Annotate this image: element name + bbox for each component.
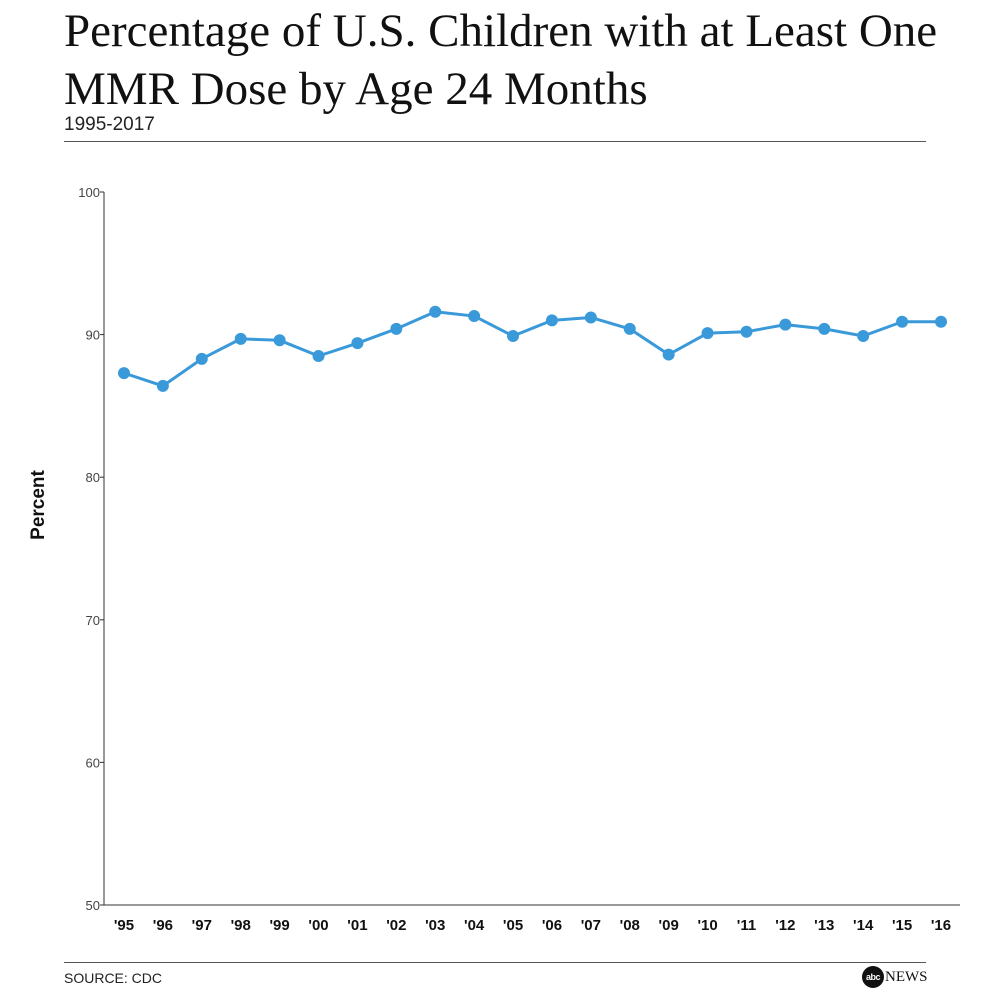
y-tick-label: 100 xyxy=(78,185,100,200)
chart-title: Percentage of U.S. Children with at Leas… xyxy=(64,5,938,115)
x-tick-label: '06 xyxy=(542,917,562,934)
data-point xyxy=(234,332,247,345)
x-tick-label: '01 xyxy=(347,917,367,934)
data-point xyxy=(507,330,520,343)
data-point xyxy=(390,322,403,335)
data-point xyxy=(935,315,947,328)
data-point xyxy=(662,348,675,361)
x-tick-label: '10 xyxy=(697,917,717,934)
top-divider xyxy=(64,141,926,142)
source-note: SOURCE: CDC xyxy=(64,970,163,986)
x-tick-label: '03 xyxy=(425,917,445,934)
abc-logo-icon: abc xyxy=(862,966,884,988)
data-point xyxy=(273,334,286,347)
abc-news-logo: abc NEWS xyxy=(862,966,928,988)
data-point xyxy=(156,379,169,392)
data-point xyxy=(623,322,636,335)
data-point xyxy=(545,314,558,327)
data-point xyxy=(195,352,208,365)
data-point xyxy=(312,349,325,362)
data-point xyxy=(896,315,909,328)
data-point xyxy=(779,318,792,331)
data-point xyxy=(584,311,597,324)
y-tick-label: 60 xyxy=(86,755,100,770)
series-group xyxy=(118,305,947,392)
x-tick-label: '99 xyxy=(269,917,289,934)
chart-subtitle: 1995-2017 xyxy=(64,114,155,135)
data-point xyxy=(118,367,130,380)
x-tick-label: '04 xyxy=(464,917,485,934)
x-axis-ticks: '95 '96 '97 '98 '99 '00 '01 '02 '03 '04 '05 '06 '07 '… xyxy=(114,917,951,934)
news-wordmark: NEWS xyxy=(885,968,928,985)
x-tick-label: '98 xyxy=(231,917,251,934)
data-point xyxy=(740,325,753,338)
y-tick-label: 70 xyxy=(86,613,100,628)
x-tick-label: '00 xyxy=(308,917,328,934)
data-point xyxy=(429,305,442,318)
x-tick-label: '02 xyxy=(386,917,406,934)
y-axis-label: Percent xyxy=(28,469,49,539)
x-tick-label: '12 xyxy=(775,917,795,934)
x-tick-label: '96 xyxy=(153,917,173,934)
data-point xyxy=(468,310,481,323)
data-point xyxy=(701,327,714,340)
x-tick-label: '09 xyxy=(659,917,679,934)
y-tick-label: 80 xyxy=(86,470,100,485)
x-tick-label: '14 xyxy=(853,917,874,934)
data-point xyxy=(818,322,831,335)
bottom-divider xyxy=(64,962,926,963)
series-line xyxy=(123,310,941,388)
x-tick-label: '95 xyxy=(114,917,134,934)
y-axis-ticks: 50 60 70 80 90 100 xyxy=(78,185,104,913)
x-tick-label: '07 xyxy=(581,917,601,934)
x-tick-label: '16 xyxy=(931,917,951,934)
x-tick-label: '97 xyxy=(192,917,212,934)
data-point xyxy=(351,337,364,350)
x-tick-label: '11 xyxy=(737,917,756,934)
y-tick-label: 50 xyxy=(86,898,100,913)
data-point xyxy=(857,330,870,343)
y-tick-label: 90 xyxy=(86,328,100,343)
x-tick-label: '15 xyxy=(892,917,912,934)
chart-axes xyxy=(103,192,960,906)
x-tick-label: '05 xyxy=(503,917,523,934)
x-tick-label: '13 xyxy=(814,917,834,934)
x-tick-label: '08 xyxy=(620,917,640,934)
